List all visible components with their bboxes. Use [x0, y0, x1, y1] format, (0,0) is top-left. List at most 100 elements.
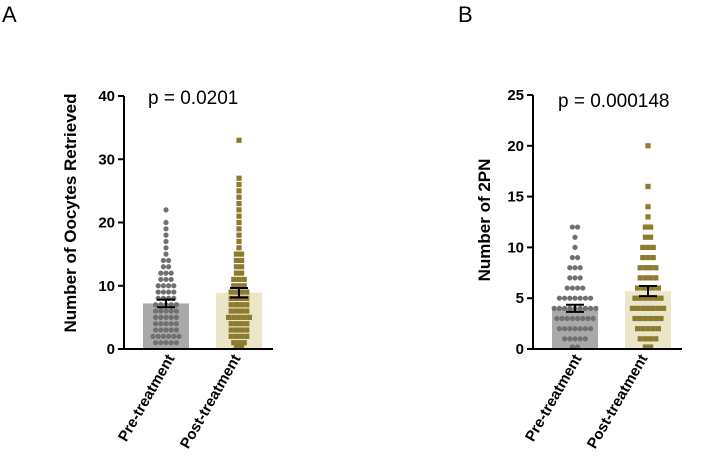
data-point — [239, 308, 245, 314]
y-tick-label: 30 — [98, 151, 115, 168]
data-point — [239, 289, 245, 295]
data-point — [239, 321, 245, 327]
data-point — [244, 289, 250, 295]
data-point — [567, 275, 573, 281]
panel-letter-b: B — [458, 2, 473, 27]
data-point — [236, 175, 242, 181]
data-point — [236, 200, 242, 207]
data-point — [171, 283, 177, 289]
data-point — [642, 295, 648, 301]
data-point — [244, 302, 250, 308]
data-point — [653, 275, 659, 281]
data-point — [655, 326, 661, 332]
data-point — [556, 326, 563, 332]
data-point — [655, 305, 661, 311]
data-point — [577, 265, 583, 271]
data-point — [153, 314, 159, 320]
data-point — [648, 336, 654, 342]
y-ticks-a: 0 10 20 30 40 — [98, 88, 124, 358]
data-point — [562, 326, 568, 332]
data-point — [153, 302, 159, 308]
data-point — [171, 333, 177, 339]
data-point — [650, 244, 656, 250]
data-point — [236, 181, 242, 188]
data-point — [239, 344, 245, 350]
data-point — [640, 326, 646, 332]
data-point — [637, 336, 643, 342]
p-value-annotation-a: p = 0.0201 — [148, 88, 238, 109]
data-point — [658, 315, 664, 322]
data-point — [158, 321, 164, 327]
data-point — [640, 254, 646, 261]
data-point — [661, 305, 667, 311]
data-point — [572, 234, 578, 240]
data-point — [648, 344, 654, 350]
data-point — [645, 305, 651, 311]
data-point — [645, 254, 651, 261]
data-point — [658, 295, 664, 301]
data-point — [648, 234, 654, 240]
data-point — [642, 336, 648, 342]
y-tick-label: 20 — [507, 138, 524, 155]
data-point — [564, 285, 570, 291]
y-tick-label: 20 — [98, 215, 115, 232]
data-point — [556, 305, 563, 311]
data-point — [580, 285, 586, 291]
data-point — [241, 276, 247, 283]
data-point — [642, 265, 648, 271]
data-point — [637, 275, 643, 281]
data-point — [163, 270, 169, 276]
data-point — [163, 226, 169, 232]
data-point — [231, 283, 237, 289]
data-point — [648, 275, 654, 281]
category-label-a-pre: Pre-treatment — [115, 351, 178, 444]
data-point — [228, 289, 234, 295]
data-point — [168, 321, 174, 327]
data-point — [166, 289, 172, 295]
y-tick-label: 15 — [507, 189, 524, 206]
data-point — [577, 295, 583, 301]
data-point — [653, 295, 659, 301]
data-point — [231, 340, 237, 346]
bar-a-post — [216, 292, 262, 349]
data-point — [637, 315, 643, 322]
data-point — [158, 302, 164, 308]
data-point — [559, 315, 565, 322]
data-point — [160, 283, 166, 289]
data-point — [637, 295, 643, 301]
data-point — [239, 327, 245, 333]
data-point — [153, 340, 159, 346]
data-point — [577, 336, 583, 342]
data-point — [233, 302, 239, 308]
data-point — [233, 327, 239, 333]
data-point — [653, 315, 659, 322]
y-tick-label: 10 — [98, 278, 115, 295]
data-point — [163, 327, 169, 333]
data-point — [650, 326, 656, 332]
data-point — [569, 254, 576, 261]
data-point — [648, 315, 654, 322]
data-point — [562, 305, 568, 311]
data-point — [236, 137, 242, 143]
panel-a: A p = 0.0201 Number of Oocytes Retrieved… — [2, 2, 273, 452]
data-point — [233, 333, 239, 339]
data-point — [645, 183, 651, 190]
data-point — [577, 326, 583, 332]
data-point — [653, 265, 659, 271]
data-point — [632, 295, 638, 301]
data-point — [241, 283, 247, 289]
data-point — [236, 188, 242, 194]
data-point — [588, 295, 594, 301]
data-point — [236, 340, 242, 346]
data-point — [642, 234, 648, 240]
y-tick-label: 10 — [507, 239, 524, 256]
data-point — [556, 295, 563, 301]
data-point — [236, 238, 242, 245]
data-point — [244, 321, 250, 327]
data-point — [572, 244, 578, 250]
data-point — [567, 265, 573, 271]
data-point — [236, 283, 242, 289]
data-point — [158, 327, 164, 333]
data-point — [244, 327, 250, 333]
y-axis-label-b: Number of 2PN — [475, 159, 494, 282]
